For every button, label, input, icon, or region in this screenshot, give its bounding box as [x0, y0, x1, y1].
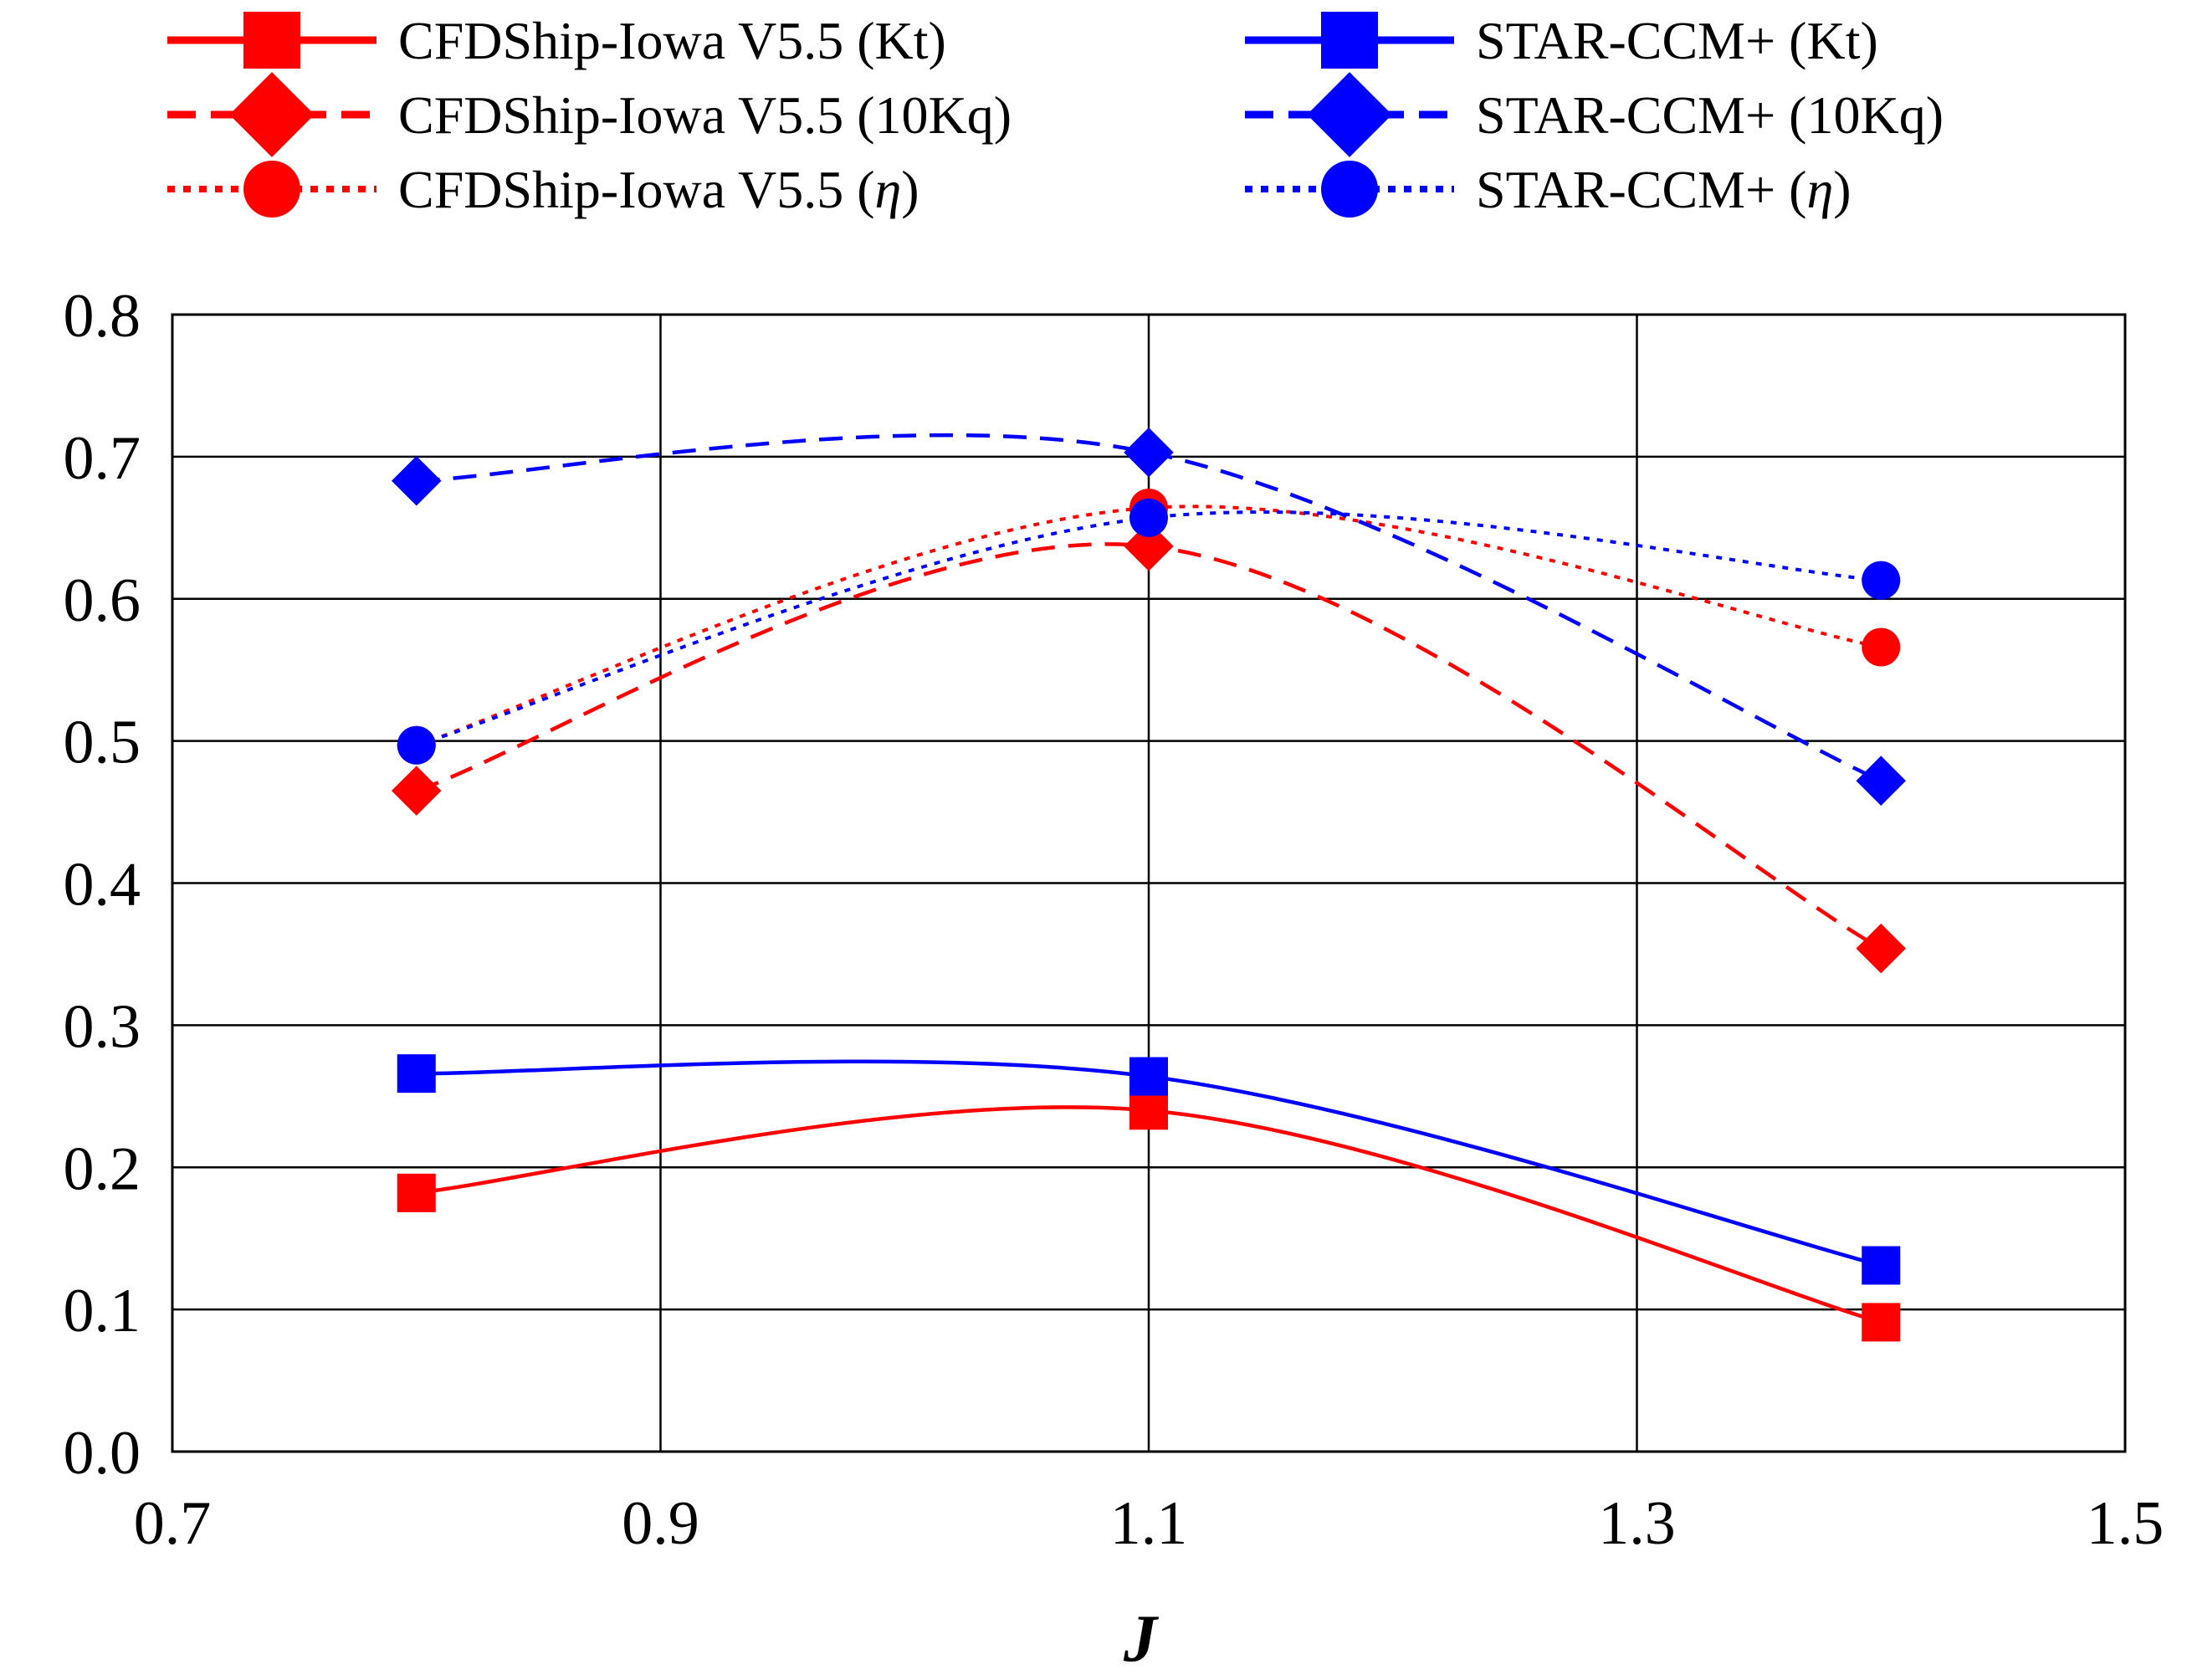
legend-label-prefix: CFDShip-Iowa V5.5 ( — [398, 85, 875, 145]
legend-label-3: STAR-CCM+ (Kt) — [1476, 11, 1878, 70]
legend-label-1: CFDShip-Iowa V5.5 (10Kq) — [398, 85, 1012, 145]
data-point — [397, 1054, 436, 1094]
data-point — [1862, 627, 1901, 667]
y-axis-ticks: 0.0 0.1 0.2 0.3 0.4 0.5 0.6 0.7 0.8 — [64, 282, 141, 1488]
legend: CFDShip-Iowa V5.5 (Kt)CFDShip-Iowa V5.5 … — [167, 11, 1944, 219]
data-point — [1124, 428, 1174, 478]
legend-marker-3 — [1321, 12, 1378, 69]
x-tick-label: 1.3 — [1598, 1489, 1676, 1558]
y-tick-label: 0.2 — [64, 1135, 141, 1203]
data-point — [1862, 561, 1901, 600]
legend-label-symbol: 10Kq — [1806, 85, 1925, 145]
legend-label-suffix: ) — [994, 85, 1012, 145]
data-point — [1862, 1246, 1901, 1285]
legend-label-suffix: ) — [901, 160, 919, 219]
legend-label-symbol: Kt — [1806, 11, 1860, 70]
legend-marker-4 — [1307, 72, 1392, 157]
x-tick-label: 0.7 — [134, 1489, 212, 1558]
y-tick-label: 0.0 — [64, 1419, 141, 1488]
series-markers — [391, 428, 1907, 1342]
data-point — [1129, 498, 1168, 537]
data-point — [1129, 1057, 1168, 1096]
legend-marker-2 — [243, 161, 300, 218]
legend-label-suffix: ) — [1926, 85, 1944, 145]
legend-marker-0 — [243, 12, 300, 69]
data-point — [391, 766, 442, 816]
legend-label-symbol: η — [875, 160, 902, 219]
y-tick-label: 0.3 — [64, 992, 141, 1061]
legend-label-prefix: STAR-CCM+ ( — [1476, 160, 1806, 219]
y-tick-label: 0.5 — [64, 709, 141, 777]
legend-label-symbol: 10Kq — [875, 85, 994, 145]
legend-label-prefix: CFDShip-Iowa V5.5 ( — [398, 11, 875, 70]
grid — [171, 313, 2127, 1453]
legend-label-symbol: η — [1806, 160, 1833, 219]
y-tick-label: 0.8 — [64, 282, 141, 351]
plot-area — [171, 313, 2127, 1453]
data-point — [1129, 1091, 1168, 1130]
legend-label-suffix: ) — [929, 11, 946, 70]
legend-label-prefix: STAR-CCM+ ( — [1476, 11, 1806, 70]
data-point — [1856, 923, 1907, 974]
data-point — [397, 1173, 436, 1212]
x-tick-label: 0.9 — [622, 1489, 699, 1558]
x-tick-label: 1.5 — [2087, 1489, 2164, 1558]
x-axis-title: J — [1123, 1602, 1160, 1676]
x-axis-ticks: 0.7 0.9 1.1 1.3 1.5 — [134, 1489, 2164, 1558]
legend-label-4: STAR-CCM+ (10Kq) — [1476, 85, 1944, 145]
y-tick-label: 0.6 — [64, 566, 141, 635]
legend-label-suffix: ) — [1860, 11, 1877, 70]
y-tick-label: 0.4 — [64, 851, 141, 919]
legend-marker-1 — [229, 72, 315, 157]
legend-label-symbol: Kt — [875, 11, 929, 70]
data-point — [1124, 521, 1174, 571]
legend-label-suffix: ) — [1833, 160, 1851, 219]
legend-label-0: CFDShip-Iowa V5.5 (Kt) — [398, 11, 946, 70]
legend-label-prefix: STAR-CCM+ ( — [1476, 85, 1806, 145]
y-tick-label: 0.1 — [64, 1277, 141, 1345]
data-point — [1862, 1303, 1901, 1342]
legend-label-5: STAR-CCM+ (η) — [1476, 160, 1852, 219]
data-point — [391, 455, 442, 506]
data-point — [1856, 755, 1907, 806]
x-tick-label: 1.1 — [1110, 1489, 1188, 1558]
legend-label-2: CFDShip-Iowa V5.5 (η) — [398, 160, 919, 219]
y-tick-label: 0.7 — [64, 424, 141, 493]
legend-marker-5 — [1321, 161, 1378, 218]
data-point — [397, 725, 436, 765]
legend-label-prefix: CFDShip-Iowa V5.5 ( — [398, 160, 875, 219]
